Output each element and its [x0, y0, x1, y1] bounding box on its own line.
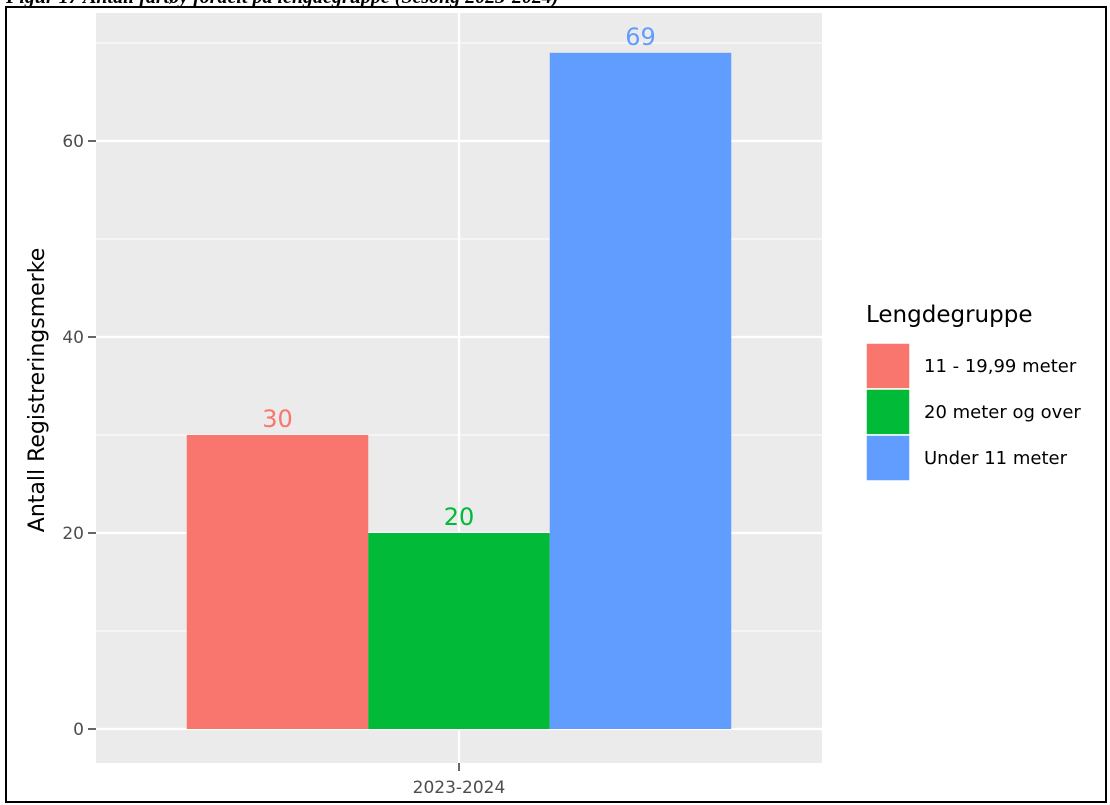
- legend-label: 11 - 19,99 meter: [924, 356, 1077, 377]
- bar-11-19-99-meter: [186, 435, 369, 729]
- x-axis: 2023-2024: [413, 763, 506, 798]
- bar-labels: 30 20 69: [262, 23, 656, 531]
- bar-20-meter-og-over: [368, 533, 550, 729]
- figure-caption: Figur 17 Antall fartøy fordelt på lengde…: [6, 0, 1106, 8]
- bar-value-label: 30: [262, 405, 293, 433]
- legend-key: [865, 434, 911, 482]
- bar-value-label: 20: [444, 503, 475, 531]
- legend-title: Lengdegruppe: [866, 302, 1032, 328]
- legend: Lengdegruppe 11 - 19,99 meter 20 meter og…: [865, 302, 1081, 482]
- legend-key: [865, 388, 911, 436]
- y-tick-label: 40: [62, 328, 84, 348]
- bar-value-label: 69: [625, 23, 656, 51]
- y-tick-label: 20: [62, 524, 84, 544]
- y-axis: 0 20 40 60: [62, 132, 96, 740]
- legend-label: 20 meter og over: [924, 402, 1081, 423]
- y-axis-title: Antall Registreringsmerke: [25, 248, 50, 532]
- bar-under-11-meter: [549, 52, 732, 730]
- y-tick-label: 60: [62, 132, 84, 152]
- legend-key: [865, 342, 911, 390]
- x-tick-label: 2023-2024: [413, 778, 506, 798]
- bars: [186, 52, 732, 730]
- legend-label: Under 11 meter: [924, 448, 1068, 469]
- y-tick-label: 0: [73, 720, 84, 740]
